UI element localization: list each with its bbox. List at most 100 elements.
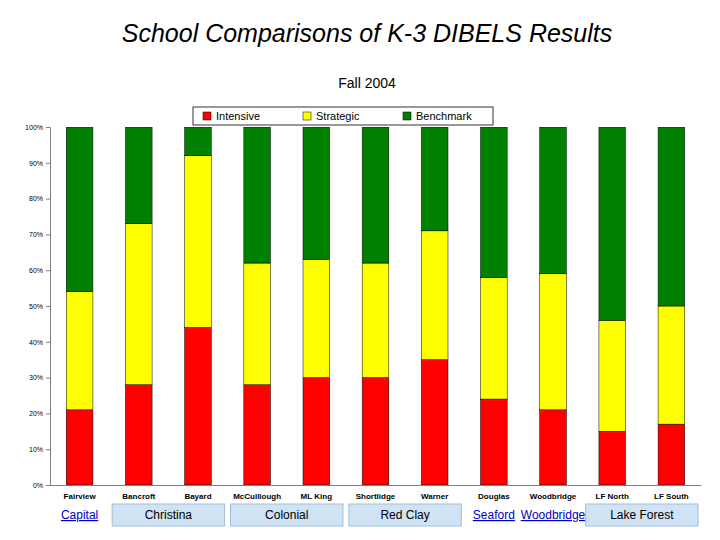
- y-tick-mark: [46, 413, 50, 414]
- legend: IntensiveStrategicBenchmark: [193, 107, 493, 125]
- x-tick: McCulllough: [233, 485, 281, 501]
- bar-segment: [599, 127, 626, 320]
- district-label: Christina: [145, 508, 193, 522]
- y-tick-mark: [46, 342, 50, 343]
- district-link[interactable]: Woodbridge: [521, 508, 586, 522]
- subtitle: Fall 2004: [338, 75, 396, 91]
- legend-label: Benchmark: [416, 110, 472, 122]
- bar-segment: [303, 259, 330, 377]
- bar-segment: [658, 306, 685, 424]
- y-tick-label: 0%: [33, 482, 43, 489]
- bar-segment: [66, 292, 93, 410]
- bar-segment: [362, 378, 389, 485]
- y-tick: 40%: [29, 339, 50, 346]
- bar-segment: [125, 224, 152, 385]
- legend-label: Strategic: [316, 110, 360, 122]
- x-tick: Shortlidge: [356, 485, 396, 501]
- chart: School Comparisons of K-3 DIBELS Results…: [0, 0, 720, 540]
- y-tick-label: 70%: [29, 231, 43, 238]
- bar-segment: [481, 277, 508, 399]
- bars: [66, 127, 684, 485]
- y-tick: 70%: [29, 231, 50, 238]
- legend-swatch: [403, 112, 411, 120]
- bar-segment: [66, 127, 93, 292]
- legend-swatch: [203, 112, 211, 120]
- x-tick-label: ML King: [301, 492, 333, 501]
- bar-segment: [421, 360, 448, 485]
- y-tick-mark: [46, 234, 50, 235]
- bar-segment: [540, 410, 567, 485]
- y-tick-label: 50%: [29, 303, 43, 310]
- y-tick: 10%: [29, 446, 50, 453]
- title: School Comparisons of K-3 DIBELS Results: [122, 19, 613, 47]
- x-tick-label: Douglas: [478, 492, 510, 501]
- y-tick-mark: [46, 378, 50, 379]
- y-tick-mark: [46, 485, 50, 486]
- bar-segment: [599, 431, 626, 485]
- annotations: Capital Christina Colonial Red Clay Seaford W…: [61, 504, 698, 526]
- bar-segment: [658, 127, 685, 306]
- district-box: [586, 504, 698, 526]
- y-tick-mark: [46, 270, 50, 271]
- y-tick: 30%: [29, 374, 50, 381]
- y-tick-mark: [46, 163, 50, 164]
- x-tick-label: Warner: [421, 492, 448, 501]
- district-label: Lake Forest: [610, 508, 674, 522]
- bar-segment: [421, 127, 448, 231]
- x-tick: Douglas: [478, 485, 510, 501]
- bar-segment: [421, 231, 448, 360]
- x-tick: Fairview: [64, 485, 97, 501]
- x-tick-label: Woodbridge: [530, 492, 577, 501]
- y-axis-line: [46, 128, 51, 486]
- district-link[interactable]: Capital: [61, 508, 98, 522]
- bar-segment: [540, 274, 567, 410]
- district-link[interactable]: Seaford: [473, 508, 515, 522]
- district-label: Red Clay: [380, 508, 429, 522]
- y-tick-label: 10%: [29, 446, 43, 453]
- bar-segment: [185, 327, 212, 485]
- x-tick-label: Bayard: [184, 492, 211, 501]
- x-tick-label: LF North: [596, 492, 629, 501]
- y-tick: 50%: [29, 303, 50, 310]
- y-tick: 60%: [29, 267, 50, 274]
- y-tick-label: 100%: [25, 124, 43, 131]
- y-tick-label: 40%: [29, 339, 43, 346]
- x-tick-label: Bancroft: [122, 492, 155, 501]
- x-tick: ML King: [301, 485, 333, 501]
- bar-segment: [303, 378, 330, 485]
- x-tick: Bayard: [184, 485, 211, 501]
- legend-box: [193, 107, 493, 125]
- x-tick: Warner: [421, 485, 448, 501]
- x-tick: Woodbridge: [530, 485, 577, 501]
- x-tick-label: LF South: [654, 492, 689, 501]
- district-label: Colonial: [265, 508, 308, 522]
- y-tick-mark: [46, 199, 50, 200]
- x-axis-line: [51, 485, 702, 486]
- y-tick-label: 30%: [29, 374, 43, 381]
- y-tick-mark: [46, 449, 50, 450]
- bar-segment: [599, 320, 626, 431]
- bar-segment: [244, 385, 271, 485]
- x-tick: LF South: [654, 485, 689, 501]
- bar-segment: [362, 263, 389, 378]
- y-tick-label: 80%: [29, 195, 43, 202]
- y-tick: 20%: [29, 410, 50, 417]
- legend-swatch: [303, 112, 311, 120]
- bar-segment: [125, 385, 152, 485]
- y-tick: 80%: [29, 195, 50, 202]
- x-tick-label: Shortlidge: [356, 492, 396, 501]
- bar-segment: [244, 263, 271, 385]
- x-tick-label: Fairview: [64, 492, 97, 501]
- y-tick-label: 20%: [29, 410, 43, 417]
- bar-segment: [540, 127, 567, 274]
- district-box: [112, 504, 224, 526]
- y-axis: 0% 10% 20% 30% 40% 50% 60% 70% 80% 90% 100%: [25, 124, 50, 489]
- bar-segment: [185, 127, 212, 156]
- bar-segment: [185, 156, 212, 328]
- y-tick: 100%: [25, 124, 50, 131]
- y-tick: 90%: [29, 160, 50, 167]
- bar-segment: [125, 127, 152, 224]
- y-tick-label: 90%: [29, 160, 43, 167]
- y-tick-mark: [46, 127, 50, 128]
- x-axis: Fairview Bancroft Bayard McCulllough ML King…: [51, 485, 702, 501]
